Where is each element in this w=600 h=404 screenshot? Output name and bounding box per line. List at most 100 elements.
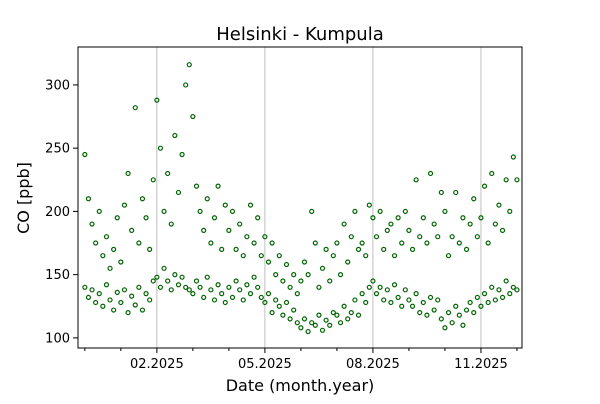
data-point bbox=[265, 259, 272, 265]
data-point bbox=[240, 297, 246, 303]
data-point bbox=[111, 307, 117, 313]
data-point bbox=[143, 291, 149, 297]
data-point bbox=[409, 303, 416, 309]
data-point bbox=[103, 282, 110, 288]
data-point bbox=[406, 297, 412, 303]
data-point bbox=[449, 234, 455, 240]
plot-frame bbox=[77, 46, 523, 349]
data-point bbox=[359, 240, 365, 246]
data-point bbox=[327, 322, 333, 328]
data-point bbox=[363, 299, 369, 306]
data-point bbox=[100, 253, 106, 259]
data-point bbox=[247, 202, 254, 208]
data-point bbox=[273, 297, 279, 303]
data-point bbox=[125, 309, 131, 316]
data-point bbox=[438, 316, 444, 322]
data-point bbox=[114, 215, 120, 221]
data-point bbox=[179, 274, 185, 280]
data-point bbox=[492, 297, 498, 303]
data-point bbox=[269, 240, 275, 246]
data-point bbox=[481, 291, 488, 297]
data-point bbox=[485, 299, 491, 306]
data-point bbox=[208, 287, 214, 293]
data-point bbox=[309, 320, 315, 326]
data-point bbox=[165, 170, 171, 177]
data-point bbox=[222, 299, 228, 306]
data-point bbox=[85, 294, 92, 301]
data-point bbox=[283, 261, 290, 268]
data-point bbox=[499, 227, 506, 233]
data-point bbox=[366, 202, 372, 208]
data-point bbox=[467, 299, 473, 306]
data-point bbox=[435, 234, 441, 240]
data-point bbox=[244, 282, 250, 288]
data-point bbox=[150, 177, 156, 183]
data-point bbox=[330, 253, 336, 259]
data-point bbox=[449, 320, 455, 326]
data-point bbox=[514, 177, 520, 183]
data-point bbox=[363, 253, 369, 259]
data-point bbox=[370, 215, 376, 221]
data-point bbox=[478, 215, 484, 221]
x-axis-label: Date (month.year) bbox=[226, 376, 375, 395]
data-point bbox=[337, 320, 344, 326]
x-tick-label: 11.2025 bbox=[454, 357, 508, 372]
data-point bbox=[240, 253, 246, 259]
data-point bbox=[255, 215, 261, 221]
data-point bbox=[247, 291, 254, 297]
data-point bbox=[89, 221, 95, 227]
data-point bbox=[402, 287, 408, 293]
data-point bbox=[438, 189, 444, 196]
data-point bbox=[456, 240, 462, 246]
data-point bbox=[334, 312, 340, 318]
data-point bbox=[107, 297, 113, 303]
y-axis-label: CO [ppb] bbox=[14, 162, 33, 234]
data-point bbox=[121, 287, 128, 293]
data-point bbox=[492, 221, 498, 227]
data-point bbox=[399, 303, 405, 309]
data-point bbox=[345, 259, 351, 265]
data-point bbox=[114, 289, 120, 295]
data-point bbox=[384, 287, 390, 293]
data-point bbox=[373, 291, 380, 297]
data-point bbox=[183, 284, 189, 290]
data-point bbox=[510, 284, 516, 290]
data-point bbox=[294, 320, 300, 326]
data-point bbox=[283, 299, 290, 306]
data-point bbox=[323, 246, 329, 252]
data-point bbox=[287, 284, 293, 290]
data-point bbox=[229, 294, 236, 301]
data-point bbox=[391, 253, 398, 259]
data-point bbox=[417, 309, 423, 316]
data-point bbox=[341, 303, 347, 309]
data-point bbox=[208, 240, 214, 246]
data-point bbox=[103, 234, 110, 240]
data-point bbox=[467, 221, 473, 227]
data-point bbox=[93, 240, 99, 246]
data-point bbox=[388, 221, 394, 227]
data-point bbox=[471, 309, 477, 316]
data-point bbox=[420, 215, 426, 221]
data-point bbox=[143, 215, 149, 221]
data-point bbox=[431, 307, 437, 313]
data-point bbox=[442, 325, 448, 331]
data-point bbox=[424, 312, 430, 318]
data-point bbox=[161, 208, 167, 215]
data-point bbox=[445, 309, 452, 316]
data-point bbox=[233, 246, 239, 252]
data-point bbox=[370, 278, 376, 284]
data-point bbox=[442, 208, 448, 215]
data-point bbox=[172, 272, 178, 278]
data-point bbox=[150, 278, 156, 284]
data-point bbox=[496, 202, 502, 208]
data-point bbox=[262, 299, 268, 306]
data-point bbox=[355, 312, 362, 318]
data-point bbox=[273, 272, 279, 278]
data-point bbox=[211, 215, 218, 221]
data-point bbox=[186, 62, 192, 68]
data-point bbox=[348, 234, 354, 240]
data-point bbox=[305, 328, 311, 335]
data-point bbox=[445, 253, 452, 259]
data-point bbox=[460, 215, 466, 221]
